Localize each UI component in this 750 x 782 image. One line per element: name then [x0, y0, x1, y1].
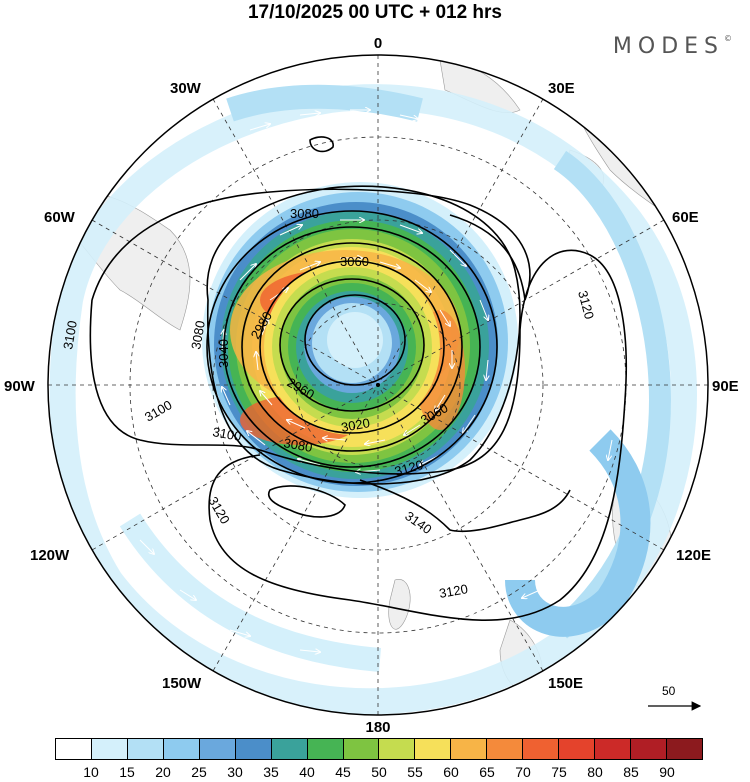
contour-label: 3060 — [340, 254, 369, 269]
colorbar — [55, 738, 703, 760]
longitude-labels: 0 180 90W 90E 30W 30E 60W 60E 120W 120E … — [4, 35, 739, 736]
colorbar-tick-label: 35 — [263, 764, 279, 780]
colorbar-swatch — [379, 739, 416, 759]
lon-label-90w: 90W — [4, 378, 36, 395]
lon-label-120e: 120E — [676, 547, 711, 564]
modes-logo: MODES© — [613, 34, 732, 59]
colorbar-tick-label: 65 — [479, 764, 495, 780]
map-disc — [48, 55, 708, 715]
lon-label-30w: 30W — [170, 80, 202, 97]
wind-vectors — [139, 110, 618, 652]
colorbar-tick-label: 50 — [371, 764, 387, 780]
contour-label: 3100 — [60, 319, 80, 350]
colorbar-swatch — [415, 739, 452, 759]
colorbar-tick-label: 45 — [335, 764, 351, 780]
colorbar-tick-label: 60 — [443, 764, 459, 780]
contour-label: 3120 — [575, 289, 597, 321]
colorbar-swatch — [666, 739, 702, 759]
colorbar-tick-label: 90 — [659, 764, 675, 780]
wind-reference-label: 50 — [662, 684, 676, 698]
logo-mark: © — [724, 34, 732, 43]
logo-text: MODES — [612, 34, 724, 59]
lon-label-60e: 60E — [672, 209, 699, 226]
lon-label-180: 180 — [365, 719, 390, 736]
colorbar-tick-label: 85 — [623, 764, 639, 780]
colorbar-swatch — [199, 739, 236, 759]
colorbar-swatch — [307, 739, 344, 759]
colorbar-swatch — [271, 739, 308, 759]
colorbar-tick-label: 15 — [119, 764, 135, 780]
colorbar-tick-label: 80 — [587, 764, 603, 780]
colorbar-swatch — [91, 739, 128, 759]
colorbar-tick-label: 55 — [407, 764, 423, 780]
geopotential-contours — [89, 136, 628, 622]
contour-label: 3120 — [393, 457, 425, 479]
colorbar-swatch — [163, 739, 200, 759]
colorbar-labels: 10 15 20 25 30 35 40 45 50 55 60 65 70 75 80 85 90 — [55, 764, 703, 780]
contour-label: 3020 — [340, 415, 371, 435]
colorbar-tick-label: 30 — [227, 764, 243, 780]
map-title: 17/10/2025 00 UTC + 012 hrs — [247, 2, 503, 23]
colorbar-tick-label: 25 — [191, 764, 207, 780]
colorbar-swatch — [127, 739, 164, 759]
colorbar-swatch — [343, 739, 380, 759]
lon-label-150e: 150E — [548, 675, 583, 692]
lon-label-150w: 150W — [162, 675, 202, 692]
colorbar-swatch — [559, 739, 596, 759]
south-pole-marker — [376, 383, 380, 387]
contour-label: 3120 — [438, 581, 469, 601]
lon-label-0: 0 — [374, 35, 382, 52]
lon-label-60w: 60W — [44, 209, 76, 226]
contour-label: 3080 — [188, 319, 208, 350]
map-border — [47, 54, 709, 716]
colorbar-swatch — [487, 739, 524, 759]
colorbar-tick-label: 70 — [515, 764, 531, 780]
colorbar-tick-label: 75 — [551, 764, 567, 780]
colorbar-tick-label: 10 — [83, 764, 99, 780]
colorbar-swatch — [631, 739, 667, 759]
colorbar-swatch — [235, 739, 272, 759]
contour-label: 3080 — [290, 206, 319, 221]
lon-label-90e: 90E — [712, 378, 739, 395]
contour-label: 3040 — [216, 339, 231, 368]
colorbar-swatch — [56, 739, 92, 759]
colorbar-tick-label: 40 — [299, 764, 315, 780]
colorbar-swatch — [523, 739, 560, 759]
contour-label: 3100 — [211, 424, 242, 444]
colorbar-swatch — [595, 739, 631, 759]
contour-label: 3080 — [282, 435, 313, 455]
lon-label-120w: 120W — [30, 547, 70, 564]
colorbar-swatch — [451, 739, 488, 759]
colorbar-tick-label: 20 — [155, 764, 171, 780]
lon-label-30e: 30E — [548, 80, 575, 97]
